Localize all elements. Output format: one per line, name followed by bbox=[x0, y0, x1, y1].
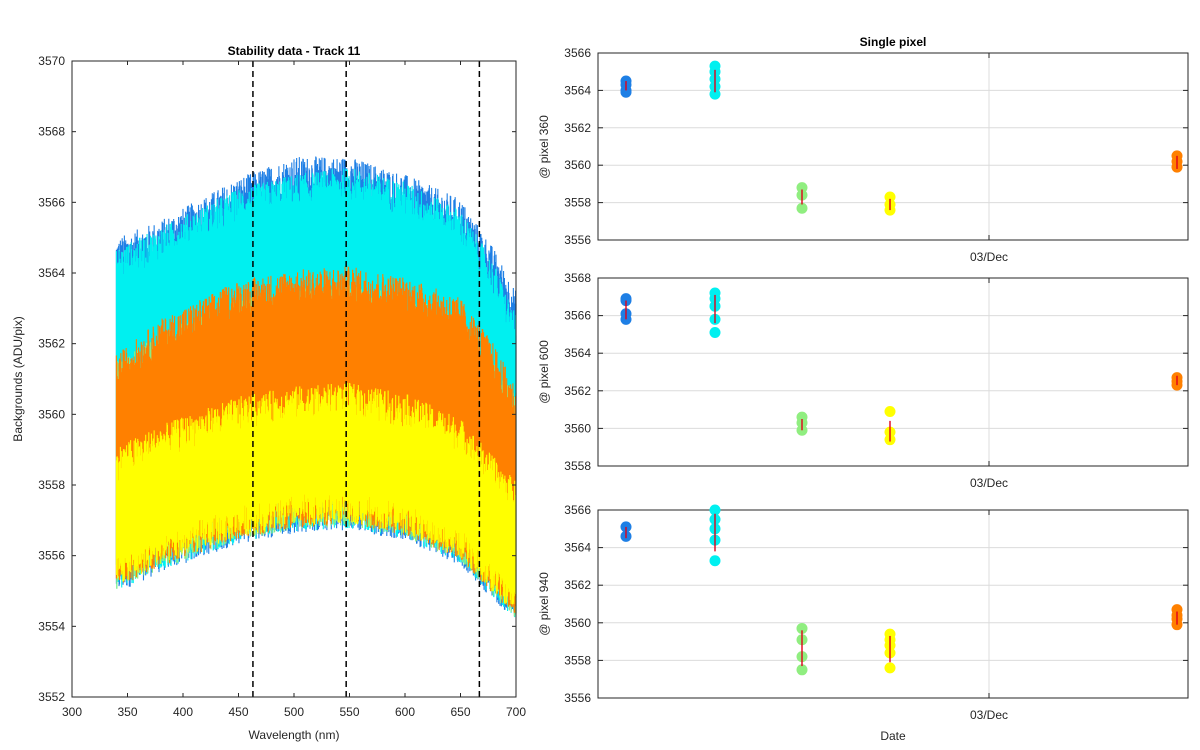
y-tick-label: 3564 bbox=[564, 541, 591, 555]
left-x-axis-label: Wavelength (nm) bbox=[249, 728, 340, 742]
data-point bbox=[709, 504, 721, 516]
panel-2-y-axis-label: @ pixel 940 bbox=[537, 572, 551, 636]
y-tick-label: 3562 bbox=[564, 578, 591, 592]
y-tick-label: 3568 bbox=[564, 271, 591, 285]
y-tick-label: 3560 bbox=[564, 158, 591, 172]
data-point bbox=[709, 327, 721, 339]
y-tick-label: 3560 bbox=[564, 616, 591, 630]
y-tick-label: 3556 bbox=[564, 233, 591, 247]
left-series-group bbox=[115, 156, 517, 618]
y-tick-label: 3558 bbox=[564, 196, 591, 210]
panel-frame bbox=[597, 509, 1189, 699]
left-x-tick-label: 450 bbox=[228, 705, 248, 719]
y-tick-label: 3558 bbox=[564, 459, 591, 473]
left-chart: Stability data - Track 11 300 350 400 450 50… bbox=[11, 44, 526, 742]
data-point bbox=[796, 664, 808, 676]
panel-frame bbox=[597, 277, 1189, 467]
left-y-tick-label: 3554 bbox=[38, 619, 65, 633]
panel-pixel-940: 3556 3558 3560 3562 3564 3566 03/Dec bbox=[564, 503, 1189, 722]
left-y-tick-label: 3552 bbox=[38, 690, 65, 704]
data-point bbox=[884, 405, 896, 417]
left-series-4 bbox=[115, 382, 517, 614]
y-tick-label: 3564 bbox=[564, 83, 591, 97]
left-x-tick-label: 600 bbox=[395, 705, 415, 719]
data-point bbox=[709, 88, 721, 100]
right-x-axis-label: Date bbox=[880, 729, 906, 743]
left-x-tick-label: 550 bbox=[339, 705, 359, 719]
left-x-tick-label: 700 bbox=[506, 705, 526, 719]
left-y-tick-label: 3566 bbox=[38, 195, 65, 209]
left-vlines-group bbox=[252, 61, 481, 697]
left-y-tick-label: 3556 bbox=[38, 549, 65, 563]
left-x-tick-label: 500 bbox=[284, 705, 304, 719]
y-tick-label: 3566 bbox=[564, 309, 591, 323]
y-tick-label: 3558 bbox=[564, 653, 591, 667]
left-y-tick-label: 3558 bbox=[38, 478, 65, 492]
y-tick-label: 3566 bbox=[564, 46, 591, 60]
y-tick-label: 3566 bbox=[564, 503, 591, 517]
left-y-tick-label: 3564 bbox=[38, 266, 65, 280]
y-tick-label: 3560 bbox=[564, 421, 591, 435]
panel-pixel-360: 3556 3558 3560 3562 3564 3566 03/Dec bbox=[564, 46, 1189, 264]
left-y-axis-label: Backgrounds (ADU/pix) bbox=[11, 316, 25, 441]
left-chart-title: Stability data - Track 11 bbox=[228, 44, 361, 58]
left-x-tick-label: 400 bbox=[173, 705, 193, 719]
panel-0-y-axis-label: @ pixel 360 bbox=[537, 115, 551, 179]
data-point bbox=[884, 662, 896, 674]
left-x-tick-label: 650 bbox=[450, 705, 470, 719]
left-x-tick-label: 350 bbox=[117, 705, 137, 719]
left-y-tick-label: 3560 bbox=[38, 407, 65, 421]
right-chart-title: Single pixel bbox=[860, 35, 927, 49]
y-tick-label: 3562 bbox=[564, 384, 591, 398]
left-y-tick-label: 3562 bbox=[38, 337, 65, 351]
panel-frame bbox=[597, 52, 1189, 241]
x-tick-label: 03/Dec bbox=[970, 708, 1008, 722]
left-ticks-group: 300 350 400 450 500 550 600 650 700 3552 3554 3556 3… bbox=[38, 54, 526, 719]
panel-1-y-axis-label: @ pixel 600 bbox=[537, 340, 551, 404]
right-panels: Single pixel 3556 3558 3560 3562 3564 3566 03/… bbox=[537, 35, 1189, 743]
y-tick-label: 3564 bbox=[564, 346, 591, 360]
data-point bbox=[796, 202, 808, 214]
y-tick-label: 3556 bbox=[564, 691, 591, 705]
left-y-tick-label: 3570 bbox=[38, 54, 65, 68]
data-point bbox=[709, 555, 721, 567]
panel-pixel-600: 3558 3560 3562 3564 3566 3568 03/Dec bbox=[564, 271, 1189, 490]
y-tick-label: 3562 bbox=[564, 121, 591, 135]
x-tick-label: 03/Dec bbox=[970, 250, 1008, 264]
x-tick-label: 03/Dec bbox=[970, 476, 1008, 490]
left-y-tick-label: 3568 bbox=[38, 125, 65, 139]
left-x-tick-label: 300 bbox=[62, 705, 82, 719]
data-point bbox=[796, 622, 808, 634]
